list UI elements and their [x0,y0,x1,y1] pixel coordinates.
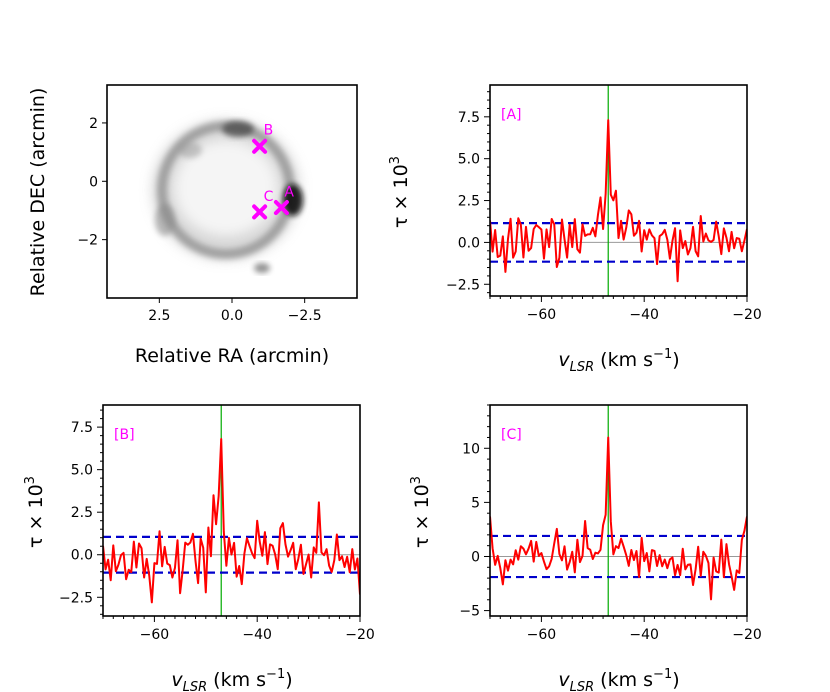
ytick-label: −2.5 [446,277,480,293]
ytick-label: 0.0 [458,235,480,251]
spectrum-panel-b: τ × 103 vLSR (km s−1) −60 −40 −20 −2.5 0.0 2.… [23,404,375,692]
ytick-label: 7.5 [458,110,480,126]
position-label-a: A [284,185,294,201]
position-label-c: C [264,189,274,205]
panel-c-plot-area [490,405,747,616]
optical-depth-series [103,438,360,604]
panel-a-plot-area [490,85,747,296]
xtick-label: −40 [629,627,659,643]
ytick-label: 5.0 [71,463,93,479]
xtick-label: −20 [345,627,375,643]
map-ytick-label: −2 [77,233,98,249]
panel-b-xlabel: vLSR (km s−1) [171,667,292,692]
panel-a-xlabel: vLSR (km s−1) [558,347,679,375]
ytick-label: 0 [471,549,480,565]
panel-a-label: [A] [501,107,522,123]
position-marker-a [273,200,289,216]
spectrum-panel-a: τ × 103 vLSR (km s−1) −60 −40 −20 −2.5 0.0 2.… [388,84,762,375]
xtick-label: −60 [140,627,170,643]
map-xlabel: Relative RA (arcmin) [135,345,329,367]
ytick-label: 7.5 [71,420,93,436]
ytick-label: 5.0 [458,152,480,168]
map-xtick-label: 0.0 [221,308,243,324]
panel-b-label: [B] [114,427,135,443]
spectrum-panel-c: τ × 103 vLSR (km s−1) −60 −40 −20 −5 0 5 10 [C] [409,404,762,692]
panel-b-frame [102,404,361,617]
xtick-label: −40 [242,627,272,643]
xtick-label: −60 [527,627,557,643]
panel-c-xlabel: vLSR (km s−1) [558,667,679,692]
xtick-label: −20 [732,307,762,323]
optical-depth-series [490,119,747,283]
map-ytick-label: 2 [89,116,98,132]
map-xtick-label: −2.5 [288,308,322,324]
panel-b-ylabel: τ × 103 [23,476,47,548]
ytick-label: 10 [462,441,480,457]
ytick-label: 0.0 [71,548,93,564]
ytick-label: 5 [471,495,480,511]
xtick-label: −20 [732,627,762,643]
panel-b-plot-area [103,405,360,616]
map-ylabel: Relative DEC (arcmin) [27,88,49,297]
xtick-label: −60 [527,307,557,323]
optical-depth-series [490,436,747,601]
position-marker-b [252,138,268,154]
map-ytick-label: 0 [89,174,98,190]
map-xtick-label: 2.5 [148,308,170,324]
position-marker-c [252,204,268,220]
ytick-label: −5 [459,604,480,620]
panel-c-label: [C] [501,427,522,443]
ytick-label: 2.5 [71,505,93,521]
ytick-label: 2.5 [458,194,480,210]
xtick-label: −40 [629,307,659,323]
ytick-label: −2.5 [59,590,93,606]
map-frame [106,84,358,299]
position-label-b: B [264,122,274,138]
remnant-image [152,120,303,273]
panel-a-ylabel: τ × 103 [388,156,412,228]
panel-c-ylabel: τ × 103 [409,476,433,548]
panel-a-frame [489,84,748,297]
panel-c-frame [489,404,748,617]
sky-map-panel: 2.5 0.0 −2.5 2 0 −2 B C A Relative RA (arcmin) R… [27,84,358,367]
